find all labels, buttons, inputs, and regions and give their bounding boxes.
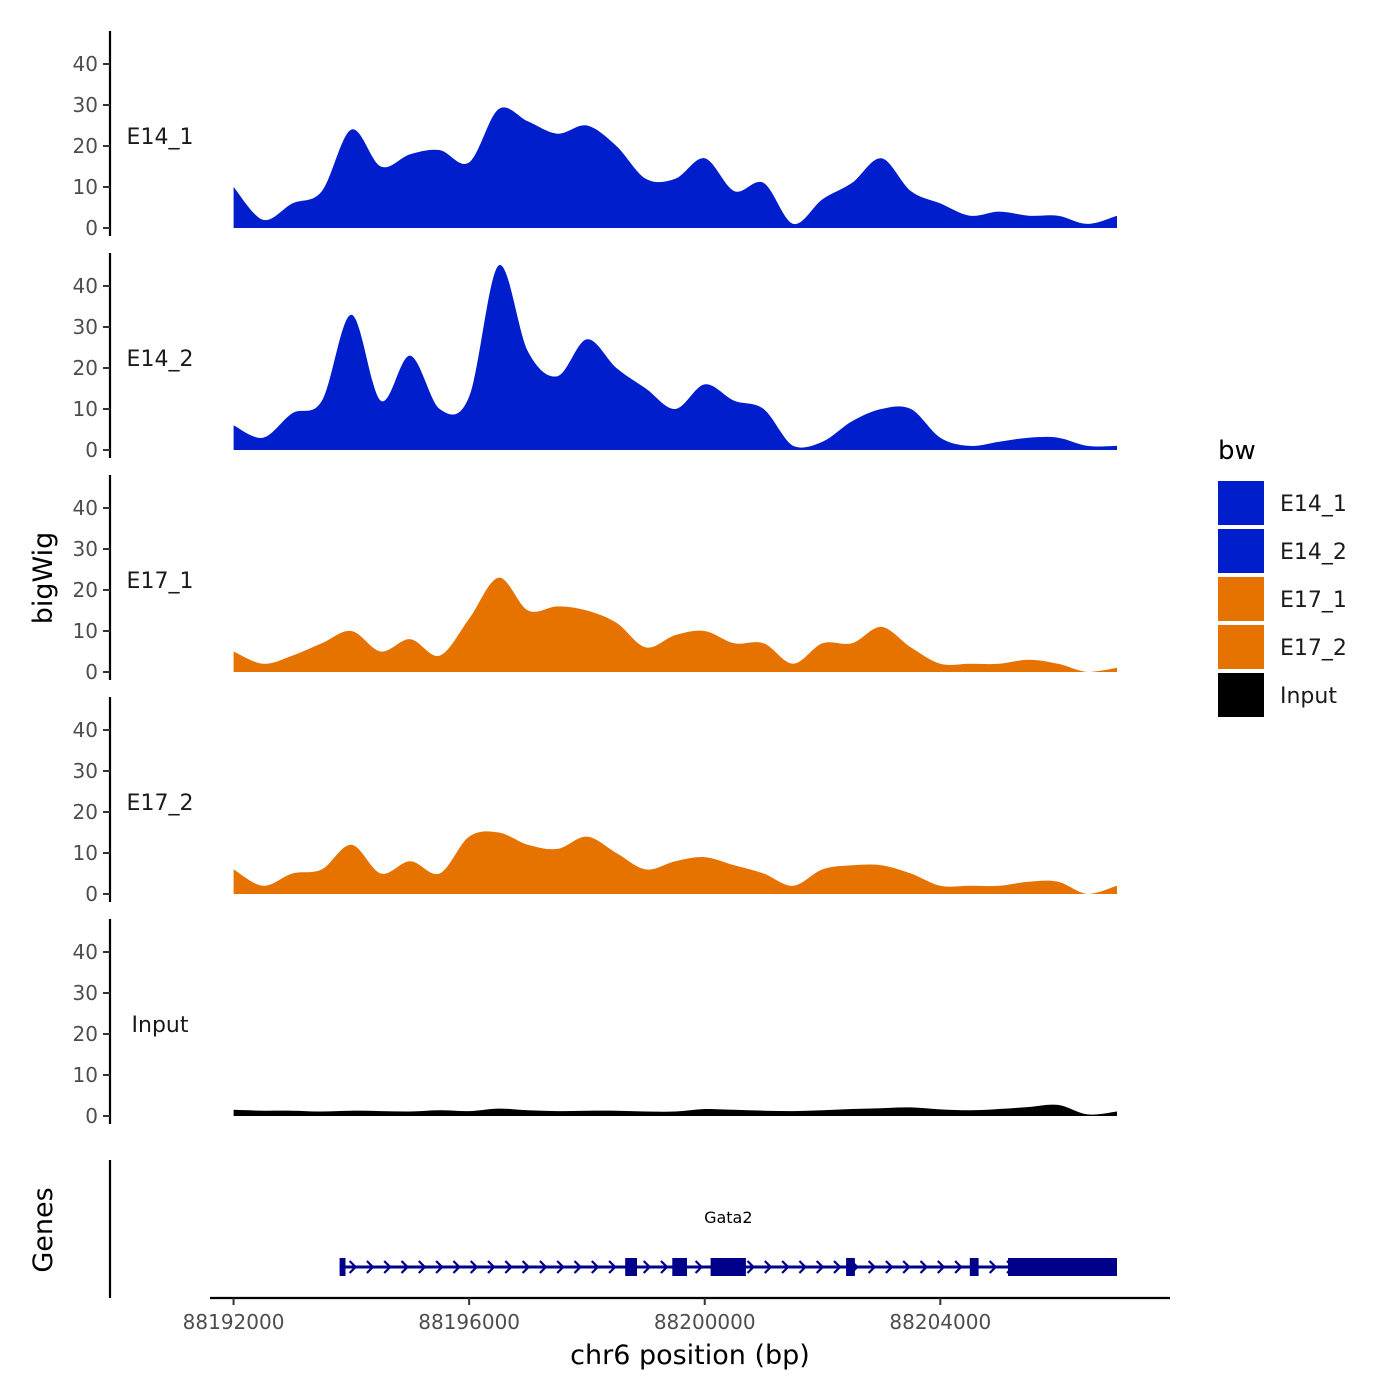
y-tick-label: 0: [85, 438, 98, 462]
strand-arrow: [591, 1260, 600, 1274]
y-tick-label: 0: [85, 1104, 98, 1128]
x-axis-title: chr6 position (bp): [570, 1340, 810, 1371]
y-tick-label: 30: [73, 981, 98, 1005]
gene-exon: [625, 1258, 637, 1276]
y-tick-label: 30: [73, 93, 98, 117]
panel-label-e17-1: E17_1: [127, 569, 194, 594]
strand-arrow: [781, 1260, 790, 1274]
y-tick-label: 0: [85, 660, 98, 684]
strand-arrow: [539, 1260, 548, 1274]
x-tick-label: 88192000: [183, 1310, 285, 1334]
gene-exon: [969, 1258, 979, 1276]
y-tick-label: 20: [73, 578, 98, 602]
strand-arrow: [694, 1260, 704, 1274]
strand-arrow: [487, 1260, 496, 1274]
y-tick-label: 10: [73, 175, 98, 199]
panel-label-e17-2: E17_2: [127, 791, 194, 816]
genes-track-title: Genes: [28, 1187, 59, 1272]
y-tick-label: 10: [73, 397, 98, 421]
y-tick-label: 40: [73, 496, 98, 520]
legend-key-e14-2: [1218, 529, 1264, 573]
legend-key-input: [1218, 673, 1264, 717]
legend-key-e17-2: [1218, 625, 1264, 669]
y-tick-label: 0: [85, 216, 98, 240]
strand-arrow: [573, 1260, 583, 1274]
legend-key-e17-1: [1218, 577, 1264, 621]
strand-arrow: [504, 1260, 513, 1274]
strand-arrow: [988, 1260, 998, 1274]
y-tick-label: 30: [73, 759, 98, 783]
strand-arrow: [954, 1260, 963, 1274]
y-tick-label: 40: [73, 940, 98, 964]
legend-key-e14-1: [1218, 481, 1264, 525]
gene-exon: [710, 1258, 746, 1276]
gene-exon: [1008, 1258, 1117, 1276]
gene-exon: [846, 1258, 855, 1276]
legend-label: E14_1: [1280, 492, 1347, 517]
legend-label: E17_2: [1280, 636, 1347, 661]
y-axis-title: bigWig: [28, 532, 59, 625]
area-e14-2: [233, 264, 1118, 450]
strand-arrow: [452, 1260, 461, 1274]
strand-arrow: [885, 1260, 894, 1274]
x-tick-label: 88204000: [889, 1310, 991, 1334]
y-tick-label: 20: [73, 134, 98, 158]
legend-label: E14_2: [1280, 540, 1347, 565]
strand-arrow: [833, 1260, 842, 1274]
strand-arrow: [902, 1260, 911, 1274]
y-tick-label: 10: [73, 1063, 98, 1087]
strand-arrow: [608, 1260, 617, 1274]
strand-arrow: [798, 1260, 807, 1274]
strand-arrow: [418, 1260, 427, 1274]
gene-label: Gata2: [704, 1208, 752, 1227]
area-input: [233, 1104, 1118, 1116]
strand-arrow: [469, 1260, 479, 1274]
strand-arrow: [746, 1260, 756, 1274]
y-tick-label: 40: [73, 274, 98, 298]
legend-title: bw: [1218, 436, 1256, 466]
strand-arrow: [815, 1260, 825, 1274]
y-tick-label: 40: [73, 52, 98, 76]
strand-arrow: [366, 1260, 375, 1274]
y-tick-label: 20: [73, 800, 98, 824]
strand-arrow: [867, 1260, 877, 1274]
panel-label-e14-1: E14_1: [127, 125, 194, 150]
area-e14-1: [233, 107, 1118, 228]
y-tick-label: 20: [73, 1022, 98, 1046]
y-tick-label: 10: [73, 841, 98, 865]
y-tick-label: 20: [73, 356, 98, 380]
strand-arrow: [435, 1260, 444, 1274]
strand-arrow: [521, 1260, 531, 1274]
y-tick-label: 0: [85, 882, 98, 906]
y-tick-label: 10: [73, 619, 98, 643]
strand-arrow: [642, 1260, 652, 1274]
legend-label: Input: [1280, 684, 1337, 709]
gene-exon: [672, 1258, 687, 1276]
y-tick-label: 40: [73, 718, 98, 742]
gene-exon: [339, 1258, 346, 1276]
strand-arrow: [764, 1260, 773, 1274]
strand-arrow: [400, 1260, 410, 1274]
legend-label: E17_1: [1280, 588, 1347, 613]
panel-label-input: Input: [132, 1013, 189, 1038]
y-tick-label: 30: [73, 315, 98, 339]
strand-arrow: [348, 1260, 358, 1274]
x-tick-label: 88200000: [654, 1310, 756, 1334]
area-e17-2: [233, 831, 1118, 894]
panel-label-e14-2: E14_2: [127, 347, 194, 372]
strand-arrow: [937, 1260, 946, 1274]
y-tick-label: 30: [73, 537, 98, 561]
strand-arrow: [660, 1260, 669, 1274]
strand-arrow: [919, 1260, 929, 1274]
strand-arrow: [383, 1260, 392, 1274]
x-tick-label: 88196000: [418, 1310, 520, 1334]
area-e17-1: [233, 577, 1118, 672]
strand-arrow: [556, 1260, 565, 1274]
